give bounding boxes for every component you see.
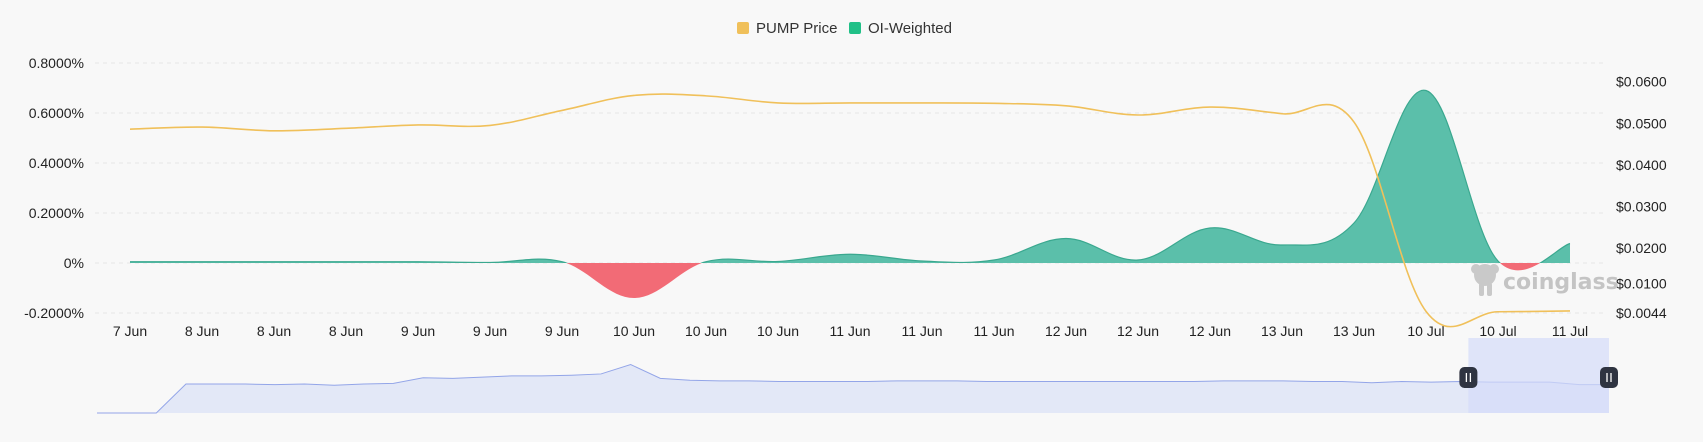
navigator-selection[interactable] (1468, 338, 1609, 413)
x-tick-label: 12 Jun (1117, 323, 1159, 339)
x-tick-label: 9 Jun (473, 323, 507, 339)
legend-oi-swatch[interactable] (849, 22, 861, 34)
x-tick-label: 10 Jun (613, 323, 655, 339)
legend-price-label[interactable]: PUMP Price (756, 20, 837, 37)
x-tick-label: 11 Jun (830, 323, 871, 339)
navigator-area (97, 364, 1609, 413)
x-tick-label: 10 Jun (685, 323, 727, 339)
right-tick-label: $0.0400 (1616, 157, 1667, 173)
x-tick-label: 9 Jun (401, 323, 435, 339)
left-tick-label: 0.6000% (29, 105, 84, 121)
range-navigator[interactable] (97, 338, 1618, 414)
right-tick-label: $0.0200 (1616, 240, 1667, 256)
price-line (129, 93, 1571, 328)
x-tick-label: 11 Jun (902, 323, 943, 339)
price-series (129, 93, 1571, 328)
coinglass-watermark: coinglass (1471, 264, 1619, 296)
x-tick-label: 10 Jul (1479, 323, 1516, 339)
x-tick-label: 11 Jun (974, 323, 1015, 339)
navigator-right-handle[interactable] (1600, 367, 1618, 388)
x-tick-label: 7 Jun (113, 323, 147, 339)
watermark-text: coinglass (1503, 270, 1619, 295)
left-tick-label: -0.2000% (24, 305, 84, 321)
handle-grip-icon[interactable] (1600, 367, 1618, 388)
navigator-left-handle[interactable] (1459, 367, 1478, 388)
right-tick-label: $0.0100 (1616, 276, 1667, 292)
x-tick-label: 10 Jul (1407, 323, 1444, 339)
x-tick-label: 13 Jun (1333, 323, 1375, 339)
x-tick-label: 8 Jun (257, 323, 291, 339)
oi-line (130, 89, 1571, 263)
right-tick-label: $0.0044 (1616, 305, 1667, 321)
legend-price-swatch[interactable] (737, 22, 749, 34)
coinglass-logo-icon (1471, 264, 1499, 296)
left-tick-label: 0.8000% (29, 55, 84, 71)
x-tick-label: 8 Jun (329, 323, 363, 339)
left-tick-label: 0% (64, 255, 84, 271)
handle-grip-icon[interactable] (1459, 367, 1478, 388)
right-tick-label: $0.0600 (1616, 74, 1667, 90)
x-tick-label: 8 Jun (185, 323, 219, 339)
x-tick-label: 13 Jun (1261, 323, 1303, 339)
oi-weighted-series (130, 89, 1571, 298)
x-axis: 7 Jun 8 Jun 8 Jun 8 Jun 9 Jun 9 Jun 9 Jun 10 Ju… (113, 323, 1588, 339)
x-tick-label: 11 Jul (1552, 323, 1588, 339)
left-tick-label: 0.2000% (29, 205, 84, 221)
right-y-axis: $0.0600 $0.0500 $0.0400 $0.0300 $0.0200 $0.01… (1616, 74, 1667, 321)
right-tick-label: $0.0500 (1616, 115, 1667, 131)
left-y-axis: 0.8000% 0.6000% 0.4000% 0.2000% 0% -0.2000% (24, 55, 84, 321)
x-tick-label: 9 Jun (545, 323, 579, 339)
right-tick-label: $0.0300 (1616, 199, 1667, 215)
left-tick-label: 0.4000% (29, 155, 84, 171)
x-tick-label: 12 Jun (1189, 323, 1231, 339)
x-tick-label: 10 Jun (757, 323, 799, 339)
legend-oi-label[interactable]: OI-Weighted (868, 20, 952, 37)
oi-positive-area (130, 90, 1570, 263)
legend: PUMP Price OI-Weighted (737, 20, 952, 37)
x-tick-label: 12 Jun (1045, 323, 1087, 339)
navigator-line (97, 363, 1609, 414)
